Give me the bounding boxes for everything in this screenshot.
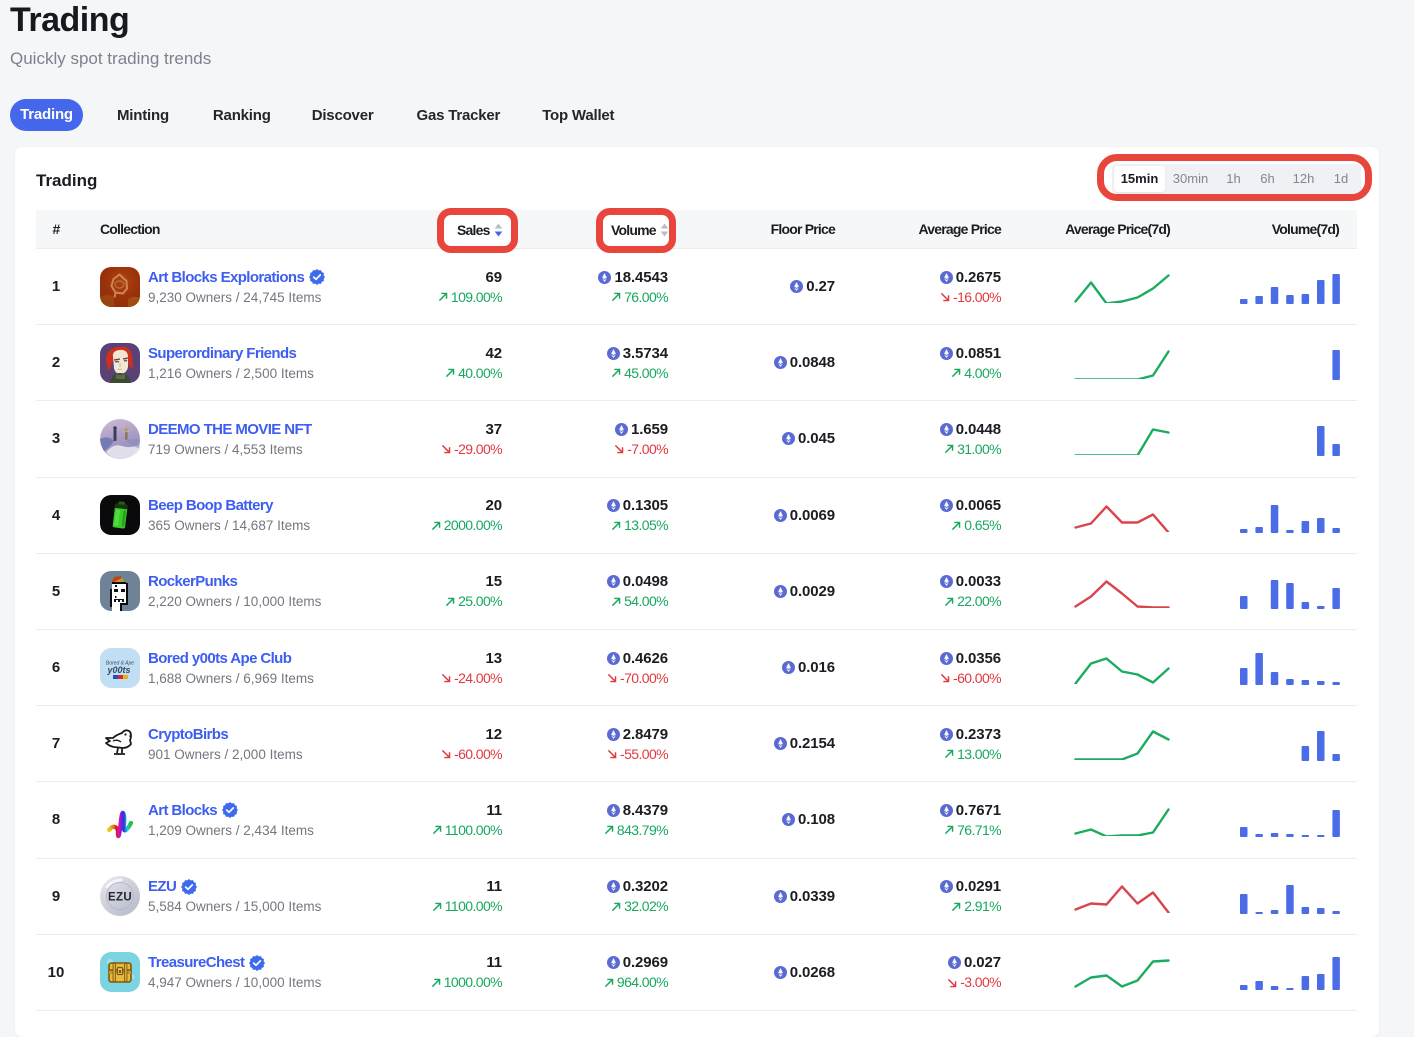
svg-text:Bored & Ape: Bored & Ape xyxy=(106,660,134,666)
svg-text:EZU: EZU xyxy=(108,892,132,904)
svg-text:y00ts: y00ts xyxy=(106,665,130,675)
